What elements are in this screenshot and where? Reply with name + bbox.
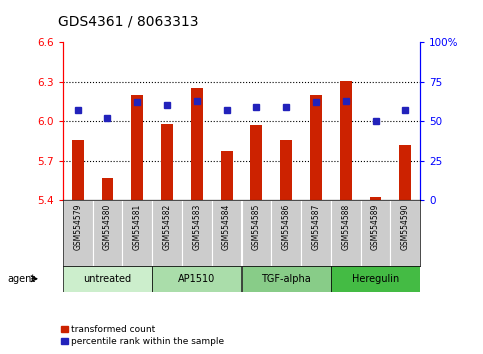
Bar bbox=[131, 95, 143, 200]
Bar bbox=[93, 200, 122, 266]
Bar bbox=[399, 145, 412, 200]
Bar bbox=[310, 95, 322, 200]
Text: GSM554589: GSM554589 bbox=[371, 203, 380, 250]
Text: GSM554590: GSM554590 bbox=[401, 203, 410, 250]
Bar bbox=[301, 200, 331, 266]
Bar bbox=[72, 139, 84, 200]
Text: GSM554581: GSM554581 bbox=[133, 203, 142, 250]
Bar bbox=[271, 200, 301, 266]
Bar bbox=[212, 200, 242, 266]
Text: GDS4361 / 8063313: GDS4361 / 8063313 bbox=[58, 14, 199, 28]
Text: GSM554587: GSM554587 bbox=[312, 203, 320, 250]
Text: GSM554586: GSM554586 bbox=[282, 203, 291, 250]
Bar bbox=[63, 200, 93, 266]
Text: GSM554582: GSM554582 bbox=[163, 203, 171, 250]
Bar bbox=[152, 200, 182, 266]
Bar bbox=[191, 88, 203, 200]
Bar bbox=[361, 200, 390, 266]
Text: GSM554579: GSM554579 bbox=[73, 203, 82, 250]
Text: GSM554583: GSM554583 bbox=[192, 203, 201, 250]
Text: GSM554584: GSM554584 bbox=[222, 203, 231, 250]
Text: AP1510: AP1510 bbox=[178, 274, 215, 284]
Bar bbox=[221, 152, 233, 200]
Text: GSM554585: GSM554585 bbox=[252, 203, 261, 250]
Text: agent: agent bbox=[7, 274, 35, 284]
Bar bbox=[152, 266, 242, 292]
Bar bbox=[280, 139, 292, 200]
Text: TGF-alpha: TGF-alpha bbox=[261, 274, 311, 284]
Bar bbox=[242, 266, 331, 292]
Bar bbox=[331, 266, 420, 292]
Bar bbox=[331, 200, 361, 266]
Legend: transformed count, percentile rank within the sample: transformed count, percentile rank withi… bbox=[57, 321, 228, 349]
Bar bbox=[369, 198, 382, 200]
Bar bbox=[101, 178, 114, 200]
Text: untreated: untreated bbox=[84, 274, 131, 284]
Bar bbox=[122, 200, 152, 266]
Text: GSM554580: GSM554580 bbox=[103, 203, 112, 250]
Bar bbox=[390, 200, 420, 266]
Text: GSM554588: GSM554588 bbox=[341, 203, 350, 250]
Bar bbox=[340, 81, 352, 200]
Bar bbox=[242, 200, 271, 266]
Bar bbox=[63, 266, 152, 292]
Bar bbox=[251, 125, 262, 200]
Bar bbox=[182, 200, 212, 266]
Bar bbox=[161, 124, 173, 200]
Text: Heregulin: Heregulin bbox=[352, 274, 399, 284]
